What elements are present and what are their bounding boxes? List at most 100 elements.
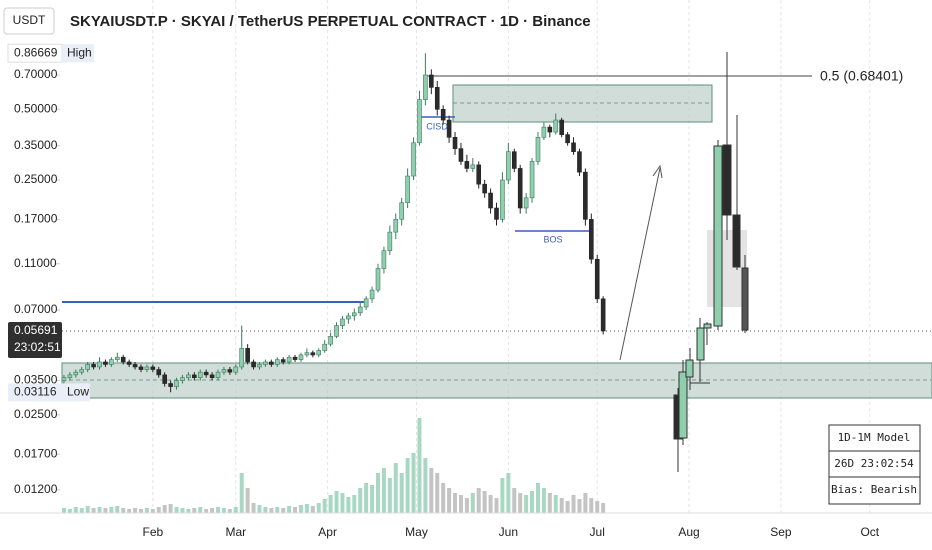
candle-body [464,161,470,169]
candle-body [346,315,351,320]
volume-bar [500,478,505,513]
volume-bar [251,503,256,513]
volume-bar [115,506,120,513]
y-tick-label: 0.02500 [14,407,58,421]
candle-body [103,361,108,365]
volume-bar [210,508,215,513]
candle-body [209,374,215,378]
candle-body [476,164,482,185]
volume-bar [216,507,221,513]
currency: USDT [13,13,46,27]
volume-bar [263,507,268,513]
candle-body [79,369,85,373]
y-tick-label: 0.17000 [14,212,58,226]
candle-body [144,366,150,370]
volume-bar [298,505,303,513]
volume-bar [121,508,126,513]
volume-bar [601,503,606,513]
low-label: Low [67,385,89,399]
volume-bar [565,501,570,513]
y-tick-label: 0.25000 [14,172,58,186]
candle-body [215,371,221,378]
volume-bar [447,488,452,513]
candle-body [494,207,499,220]
candle-body [180,377,185,381]
candle-body [429,74,434,88]
candle-body [351,312,357,317]
volume-bar [233,507,238,513]
candle-body [286,356,292,363]
volume-bar [103,508,108,513]
candle-body [227,369,233,373]
candle-body [541,126,547,138]
volume-bar [269,508,274,513]
candle-body [535,137,541,162]
candle-body [304,352,310,356]
low-box [8,383,62,402]
candle-body [369,289,375,300]
arrow-head [652,164,663,179]
volume-bar [364,483,369,513]
high-tag [62,44,94,63]
volume-bar [275,507,280,513]
candle-body [357,306,363,314]
volume-bar [423,458,428,513]
bos-label: BOS [543,234,562,244]
volume-bar [589,498,594,513]
candle-body [292,356,298,360]
volume-bar [387,478,392,513]
candle-body [500,179,505,220]
candle-body [316,350,322,356]
candle-body [565,134,570,144]
candle-body [440,109,446,121]
candle-body [482,183,487,194]
candle-body [114,356,120,360]
volume-bar [192,508,197,513]
candle-body [571,142,576,152]
candle-body [577,151,582,173]
candle-body [61,377,67,381]
candle-body [405,175,410,204]
volume-bar [441,483,446,513]
marks [61,53,606,513]
candle-body [245,348,250,363]
countdown: 23:02:51 [14,340,61,354]
candle-body [488,192,493,209]
volume-bar [293,507,298,513]
high-value: 0.86669 [14,45,58,59]
candle-body [340,318,345,326]
candle-body [511,151,517,169]
candle-body [109,359,114,365]
volume-bar [138,509,143,513]
candle-body [411,142,416,177]
volume-bar [245,488,250,513]
x-tick-label: Oct [860,525,879,539]
volume-bar [334,491,339,513]
volume-bar [512,488,517,513]
candle-body [506,151,511,181]
y-tick-label: 0.07000 [14,302,58,316]
candle-body [523,197,529,209]
candle-body [328,336,333,345]
y-tick-label: 0.50000 [14,101,58,115]
info-text: Bias: Bearish [831,483,917,496]
volume-bar [239,473,244,513]
candle-body [423,74,428,100]
volume-bar [61,508,66,513]
volume-bar [127,509,132,513]
volume-bar [168,504,173,513]
volume-bar [156,507,161,513]
candle-body [517,168,523,209]
cisd-label: CISD [426,121,448,131]
candle-body [197,371,203,378]
volume-bar [162,505,167,513]
volume-bar [577,499,582,513]
candle-body [458,148,464,162]
volume-bar [530,491,535,513]
volume-bar [174,507,179,513]
candle-body [553,119,559,133]
volume-bar [429,468,434,513]
candle-body [399,202,404,220]
candle-body [417,99,422,144]
volume-bar [541,488,546,513]
